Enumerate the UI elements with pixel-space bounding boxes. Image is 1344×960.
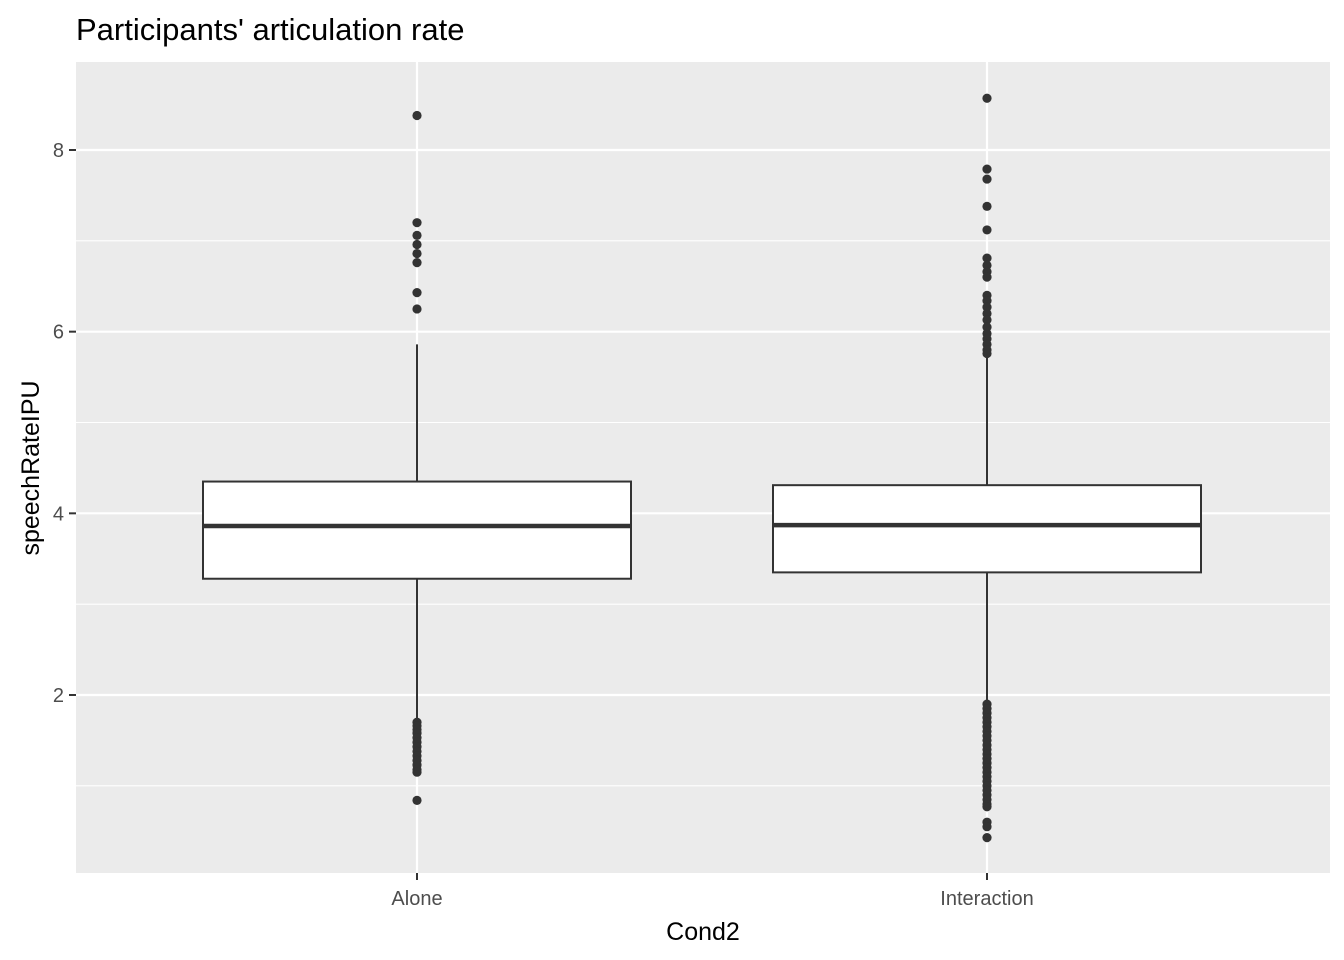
- y-tick-label: 8: [53, 140, 64, 162]
- outlier-point: [982, 174, 992, 184]
- outlier-point: [982, 225, 992, 235]
- outlier-point: [982, 296, 992, 306]
- plot-panel: [76, 62, 1330, 873]
- outlier-point: [412, 767, 422, 777]
- iqr-box: [202, 480, 632, 580]
- outlier-point: [982, 272, 992, 282]
- box-layer: [202, 93, 1202, 843]
- outlier-point: [982, 322, 992, 332]
- outlier-point: [982, 348, 992, 359]
- x-tick-label-alone: Alone: [391, 888, 442, 910]
- x-axis: Alone Interaction: [391, 873, 1034, 910]
- y-tick-label: 2: [53, 685, 64, 707]
- outlier-point: [982, 93, 992, 103]
- outlier-point: [412, 795, 422, 805]
- outlier-point: [412, 218, 422, 228]
- outlier-point: [982, 260, 992, 270]
- outlier-point: [412, 239, 422, 250]
- outlier-point: [412, 288, 422, 298]
- outlier-point: [412, 248, 422, 259]
- y-axis: 2 4 6 8: [53, 140, 76, 707]
- outlier-point: [982, 253, 992, 263]
- outlier-point: [412, 258, 422, 268]
- box-interaction: [772, 93, 1202, 843]
- iqr-box: [772, 484, 1202, 574]
- chart-title: Participants' articulation rate: [76, 12, 464, 47]
- outlier-point: [982, 315, 992, 325]
- outlier-point: [982, 802, 992, 812]
- outlier-point: [982, 308, 992, 319]
- outlier-point: [412, 230, 422, 240]
- y-tick-label: 6: [53, 322, 64, 344]
- y-tick-label: 4: [53, 503, 64, 525]
- y-axis-title: speechRateIPU: [17, 380, 45, 555]
- x-tick-label-interaction: Interaction: [940, 888, 1033, 910]
- minor-gridlines: [76, 240, 1330, 787]
- box-alone: [202, 110, 632, 805]
- outlier-point: [982, 302, 992, 312]
- outlier-point: [982, 201, 992, 211]
- outlier-point: [412, 110, 422, 121]
- outlier-point: [982, 833, 992, 843]
- outlier-point: [982, 164, 992, 174]
- x-axis-title: Cond2: [666, 918, 740, 946]
- outlier-point: [982, 822, 992, 832]
- outlier-point: [412, 304, 422, 314]
